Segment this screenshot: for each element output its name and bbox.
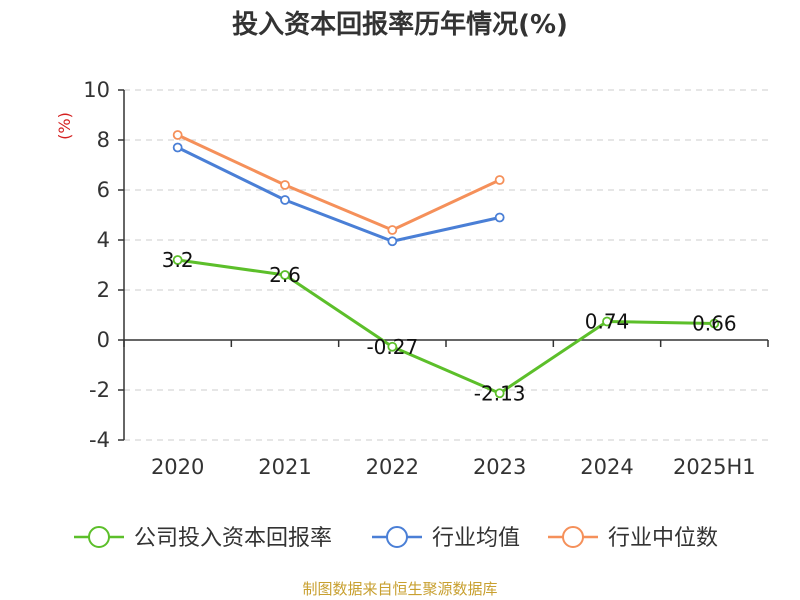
y-tick-label: 0 — [97, 328, 110, 352]
data-labels: 3.2 2.6 -0.27 -2.13 0.74 0.66 — [162, 248, 737, 405]
chart-title: 投入资本回报率历年情况(%) — [232, 10, 568, 40]
legend-label: 公司投入资本回报率 — [134, 526, 332, 551]
data-point — [280, 195, 290, 205]
data-point — [387, 225, 398, 235]
legend-item: 行业中位数 — [548, 526, 718, 551]
series-line — [177, 258, 715, 395]
legend-item: 行业均值 — [372, 526, 520, 551]
legend-label: 行业中位数 — [608, 526, 718, 551]
data-label: -2.13 — [474, 381, 526, 405]
data-point — [709, 318, 720, 329]
data-point — [494, 212, 505, 223]
data-point — [387, 341, 398, 352]
data-label: 2.6 — [269, 263, 301, 287]
y-tick-label: 2 — [97, 278, 110, 302]
x-tick-label: 2021 — [258, 455, 311, 479]
data-point — [280, 180, 290, 190]
series-lines — [172, 130, 720, 399]
gridlines — [124, 89, 768, 441]
y-tick-label: -2 — [89, 378, 110, 402]
series-line — [177, 133, 501, 232]
x-tick-label: 2025H1 — [673, 455, 756, 479]
data-point — [387, 236, 398, 247]
y-axis-label: (%) — [55, 112, 74, 140]
data-label: -0.27 — [366, 335, 418, 359]
y-tick-label: 8 — [97, 128, 110, 152]
y-tick-label: 6 — [97, 178, 110, 202]
data-point — [172, 130, 183, 140]
data-label: 0.74 — [585, 310, 630, 334]
x-tick-label: 2023 — [473, 455, 526, 479]
series-line — [177, 146, 500, 243]
legend-marker — [562, 526, 584, 548]
legend-marker — [386, 526, 408, 548]
data-point — [172, 142, 183, 153]
x-tick-label: 2020 — [151, 455, 204, 479]
data-point — [494, 388, 505, 399]
x-tick-label: 2022 — [366, 455, 419, 479]
y-tick-label: 4 — [97, 228, 110, 252]
legend-label: 行业均值 — [432, 526, 520, 551]
data-point — [280, 270, 290, 280]
data-point — [172, 255, 183, 265]
y-tick-label: 10 — [83, 78, 110, 102]
data-point — [494, 175, 505, 185]
source-note: 制图数据来自恒生聚源数据库 — [302, 580, 498, 598]
legend-marker — [88, 526, 110, 548]
data-point — [602, 316, 612, 327]
data-label: 3.2 — [162, 248, 194, 272]
legend: 公司投入资本回报率 行业均值 行业中位数 — [74, 526, 718, 551]
x-tick-label: 2024 — [580, 455, 633, 479]
y-tick-label: -4 — [89, 428, 110, 452]
axes: -4 -2 0 2 4 6 8 10 2020 2021 2022 2023 2024 2025H1 — [83, 78, 769, 479]
legend-item: 公司投入资本回报率 — [74, 526, 332, 551]
data-label: 0.66 — [692, 312, 737, 336]
